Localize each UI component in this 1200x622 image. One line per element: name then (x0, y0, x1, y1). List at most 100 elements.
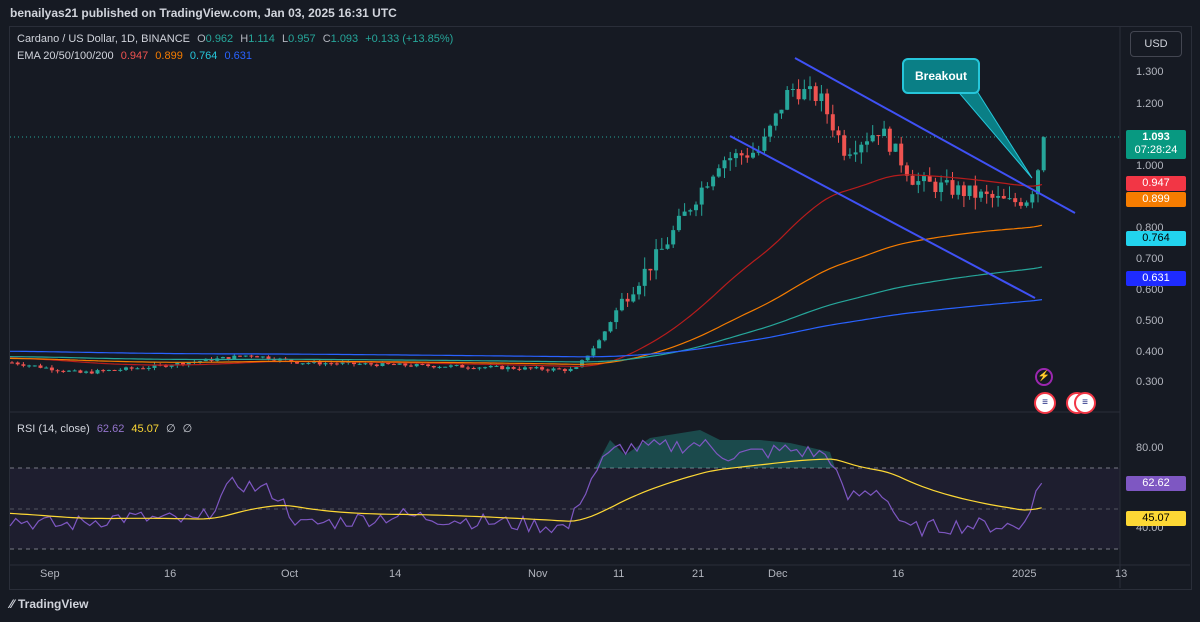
candle-body (751, 152, 755, 158)
candle-body (72, 370, 77, 372)
candle-body (67, 370, 71, 372)
candle-body (15, 362, 20, 365)
candle-body (249, 355, 254, 357)
candle-body (614, 310, 619, 323)
candle-body (95, 370, 100, 374)
candle-body (431, 366, 436, 368)
candle-body (101, 370, 106, 372)
candle-body (933, 181, 938, 193)
candle-body (226, 357, 231, 360)
candle-body (796, 88, 801, 100)
candle-body (830, 114, 835, 131)
candle-body (802, 89, 807, 100)
candle-body (78, 370, 83, 373)
candle-body (580, 360, 584, 368)
candle-body (585, 355, 590, 361)
candle-body (944, 180, 949, 183)
candle-body (711, 176, 716, 187)
candle-body (699, 187, 704, 205)
us-flag-icon[interactable]: ≡ (1034, 392, 1056, 414)
candle-body (220, 357, 225, 359)
candle-body (255, 356, 260, 358)
ema-legend: EMA 20/50/100/200 0.947 0.899 0.764 0.63… (17, 50, 256, 62)
us-flag-icon[interactable]: ≡ (1074, 392, 1096, 414)
candle-body (910, 175, 915, 185)
candle-body (352, 361, 356, 365)
candle-body (608, 322, 613, 332)
candle-body (397, 363, 402, 365)
candle-body (369, 363, 374, 365)
candle-body (967, 185, 972, 197)
candle-body (374, 364, 379, 367)
date-tick: 13 (1115, 568, 1128, 580)
symbol-legend: Cardano / US Dollar, 1D, BINANCE O0.962 … (17, 33, 457, 45)
candle-body (414, 363, 419, 367)
rsi-ma-legend-value: 45.07 (131, 423, 159, 435)
channel-lower-line (729, 135, 1036, 299)
candle-body (181, 362, 185, 365)
candle-body (887, 128, 892, 152)
channel-upper-line (794, 57, 1076, 214)
candle-body (317, 361, 322, 365)
ema200-price-label: 0.631 (1126, 271, 1186, 286)
candle-body (557, 368, 562, 370)
candle-body (243, 355, 248, 357)
candle-body (488, 365, 493, 368)
date-tick: 2025 (1012, 568, 1037, 580)
candle-body (528, 367, 533, 369)
candle-body (899, 143, 904, 166)
candle-body (27, 365, 32, 367)
lightning-icon[interactable]: ⚡ (1035, 368, 1053, 386)
candle-body (494, 365, 499, 367)
candle-body (1024, 202, 1029, 206)
candle-body (591, 348, 596, 356)
price-tick: 0.300 (1136, 376, 1164, 388)
breakout-callout[interactable]: Breakout (902, 58, 980, 94)
candle-body (340, 362, 345, 364)
candle-body (38, 365, 43, 368)
footer-brand: TradingView (18, 597, 89, 611)
candle-body (437, 366, 442, 368)
rsi-legend-value: 62.62 (96, 423, 125, 435)
candle-body (409, 365, 413, 367)
candle-body (300, 363, 305, 365)
candle-body (1036, 170, 1040, 195)
candle-body (819, 93, 824, 101)
candle-body (773, 113, 778, 126)
candle-body (266, 356, 271, 360)
candle-body (10, 362, 14, 364)
date-tick: Sep (40, 568, 60, 580)
ohlc-low: 0.957 (288, 33, 316, 45)
candle-body (505, 367, 510, 370)
candle-body (979, 191, 983, 198)
candle-body (198, 361, 203, 363)
currency-button[interactable]: USD (1130, 31, 1182, 57)
candle-body (44, 367, 49, 369)
candle-body (334, 363, 339, 365)
candle-body (733, 153, 738, 159)
candle-body (323, 363, 328, 365)
candle-body (694, 204, 698, 211)
published-line: benailyas21 published on TradingView.com… (10, 6, 397, 20)
candle-body (534, 367, 539, 369)
candle-body (870, 135, 875, 142)
date-tick: Oct (281, 568, 299, 580)
candle-body (477, 367, 482, 369)
top-bar: benailyas21 published on TradingView.com… (0, 0, 1200, 26)
date-tick: Nov (528, 568, 548, 580)
candle-body (642, 268, 647, 286)
ema200-value: 0.631 (224, 50, 253, 62)
candle-body (146, 367, 151, 369)
candle-body (682, 211, 687, 216)
candle-body (745, 155, 750, 158)
candle-body (648, 268, 653, 271)
candle-body (625, 298, 630, 302)
ema200-line (10, 299, 1043, 358)
candle-body (876, 135, 881, 137)
candle-body (426, 364, 431, 367)
candle-body (956, 185, 961, 195)
candle-body (357, 363, 362, 365)
candle-body (705, 186, 710, 188)
candle-body (260, 356, 265, 358)
